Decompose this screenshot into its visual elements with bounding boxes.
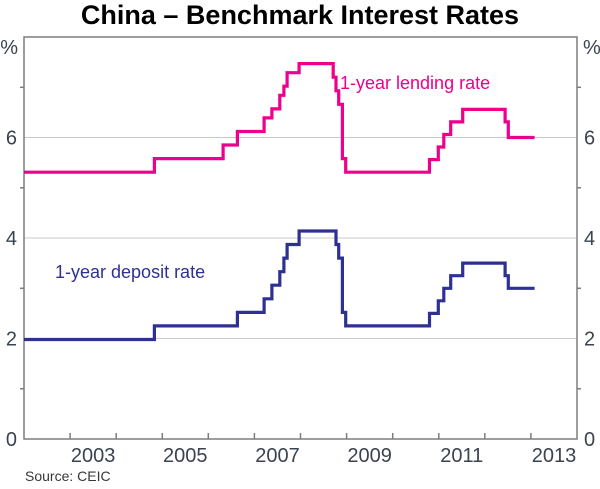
y-axis-label-right: 2 <box>584 329 595 351</box>
y-axis-label-right: 0 <box>584 429 595 451</box>
1-year-deposit-rate-line <box>24 229 535 342</box>
deposit-rate-label: 1-year deposit rate <box>55 262 206 282</box>
x-axis-label: 2013 <box>532 445 577 467</box>
y-axis-label-right: 4 <box>584 228 595 250</box>
y-axis-label-left: 6 <box>6 128 17 150</box>
x-axis-label: 2011 <box>440 445 483 467</box>
x-axis-label: 2007 <box>255 445 300 467</box>
y-axis-unit-left: % <box>0 37 18 59</box>
y-axis-unit-right: % <box>583 37 600 59</box>
1-year-lending-rate-line <box>24 62 535 174</box>
chart-title: China – Benchmark Interest Rates <box>80 0 520 30</box>
x-axis-label: 2003 <box>71 445 116 467</box>
y-axis-label-left: 0 <box>6 429 17 451</box>
y-axis-label-right: 6 <box>584 128 595 150</box>
source-note: Source: CEIC <box>25 468 111 484</box>
x-axis-label: 2005 <box>163 445 208 467</box>
y-axis-label-left: 4 <box>6 228 17 250</box>
lending-rate-label: 1-year lending rate <box>340 73 491 93</box>
x-axis-label: 2009 <box>347 445 392 467</box>
y-axis-label-left: 2 <box>6 329 17 351</box>
